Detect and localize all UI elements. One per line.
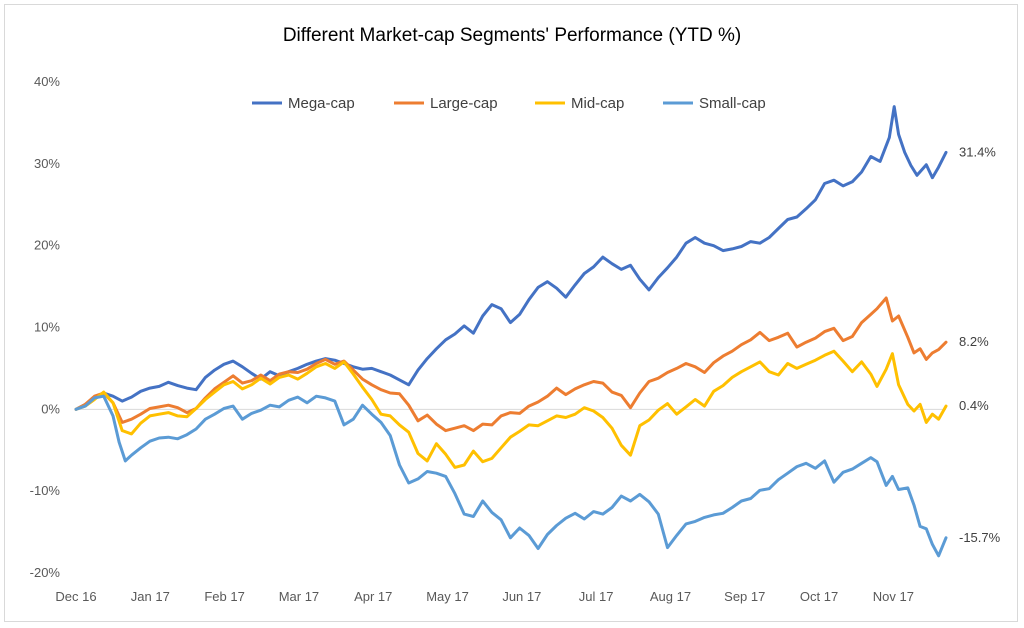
end-label-mega-cap: 31.4% [959, 144, 996, 159]
series-line-mid-cap [74, 349, 948, 469]
series-line-small-cap [74, 394, 948, 558]
x-tick-label: Mar 17 [279, 589, 319, 604]
y-axis-ticks: -20% -10% 0% 10% 20% 30% 40% [30, 74, 61, 580]
series-line-large-cap [74, 296, 948, 433]
x-tick-label: Dec 16 [55, 589, 96, 604]
x-tick-label: Oct 17 [800, 589, 838, 604]
end-labels: 31.4% 8.2% 0.4% -15.7% [959, 144, 1001, 544]
end-label-small-cap: -15.7% [959, 530, 1001, 545]
series-lines [74, 105, 948, 558]
y-tick-label: 20% [34, 238, 60, 253]
x-tick-label: May 17 [426, 589, 469, 604]
x-tick-label: Jan 17 [131, 589, 170, 604]
legend: Mega-cap Large-cap Mid-cap Small-cap [252, 95, 766, 112]
line-chart: Different Market-cap Segments' Performan… [30, 25, 1001, 604]
y-tick-label: 30% [34, 156, 60, 171]
x-tick-label: Jul 17 [579, 589, 614, 604]
end-label-mid-cap: 0.4% [959, 398, 989, 413]
end-label-large-cap: 8.2% [959, 334, 989, 349]
legend-label: Mega-cap [288, 95, 355, 112]
x-tick-label: Sep 17 [724, 589, 765, 604]
y-tick-label: -20% [30, 565, 61, 580]
x-axis-ticks: Dec 16 Jan 17 Feb 17 Mar 17 Apr 17 May 17 Jun … [55, 589, 914, 604]
legend-label: Small-cap [699, 95, 766, 112]
y-tick-label: 0% [41, 401, 60, 416]
legend-label: Mid-cap [571, 95, 624, 112]
x-tick-label: Apr 17 [354, 589, 392, 604]
y-tick-label: 40% [34, 74, 60, 89]
x-tick-label: Nov 17 [873, 589, 914, 604]
chart-title: Different Market-cap Segments' Performan… [283, 25, 741, 46]
y-tick-label: 10% [34, 320, 60, 335]
x-tick-label: Feb 17 [204, 589, 244, 604]
legend-label: Large-cap [430, 95, 498, 112]
series-line-mega-cap [74, 105, 948, 411]
x-tick-label: Aug 17 [650, 589, 691, 604]
y-tick-label: -10% [30, 483, 61, 498]
x-tick-label: Jun 17 [502, 589, 541, 604]
chart-frame: Different Market-cap Segments' Performan… [4, 4, 1018, 622]
